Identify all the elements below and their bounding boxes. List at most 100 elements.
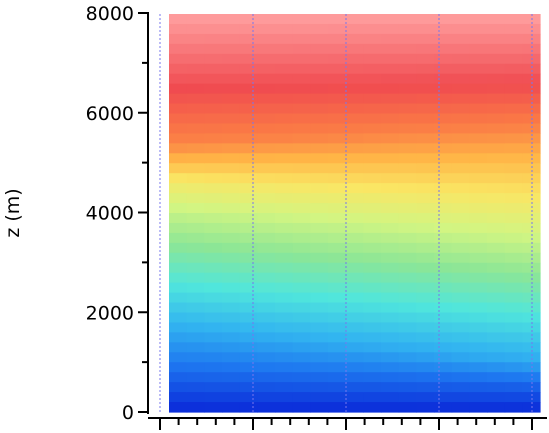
heatmap-cell [504, 173, 523, 184]
heatmap-cell [434, 93, 453, 105]
heatmap-cell [292, 33, 311, 45]
heatmap-cell [434, 163, 453, 174]
heatmap-cell [275, 103, 294, 115]
heatmap-cell [292, 352, 311, 363]
heatmap-cell [257, 43, 276, 55]
heatmap-cell [469, 23, 488, 35]
heatmap-cell [257, 392, 276, 403]
heatmap-cell [292, 23, 311, 35]
heatmap-cell [310, 292, 329, 304]
heatmap-cell [363, 282, 382, 294]
heatmap-cell [363, 123, 382, 134]
heatmap-cell [504, 193, 523, 204]
heatmap-cell [504, 163, 523, 174]
heatmap-cell [204, 282, 223, 294]
heatmap-cell [487, 312, 506, 324]
heatmap-cell [328, 213, 347, 224]
heatmap-cell [487, 43, 506, 55]
heatmap-cell [451, 133, 470, 144]
heatmap-cell [469, 372, 488, 383]
heatmap-cell [328, 83, 347, 95]
heatmap-cell [345, 173, 364, 184]
heatmap-cell [363, 222, 382, 234]
heatmap-cell [487, 372, 506, 383]
heatmap-cell [328, 372, 347, 383]
heatmap-cell [310, 103, 329, 115]
heatmap-cell [363, 203, 382, 214]
heatmap-cell [381, 143, 400, 154]
heatmap-cell [275, 232, 294, 244]
heatmap-cell [416, 272, 435, 284]
heatmap-cell [363, 83, 382, 95]
heatmap-cell [169, 113, 188, 125]
heatmap-cell [381, 53, 400, 65]
heatmap-cell [345, 342, 364, 353]
heatmap-cell [328, 113, 347, 125]
heatmap-cell [504, 272, 523, 284]
heatmap-cell [239, 203, 258, 214]
heatmap-cell [522, 183, 541, 194]
heatmap-cell [257, 143, 276, 154]
heatmap-cell [363, 262, 382, 274]
heatmap-cell [310, 33, 329, 45]
heatmap-cell [292, 163, 311, 174]
heatmap-cell [504, 123, 523, 134]
heatmap-cell [292, 262, 311, 274]
heatmap-cell [204, 292, 223, 304]
heatmap-cell [381, 232, 400, 244]
heatmap-cell [275, 73, 294, 85]
heatmap-cell [275, 322, 294, 333]
heatmap-cell [292, 292, 311, 304]
heatmap-cell [416, 232, 435, 244]
heatmap-cell [310, 63, 329, 75]
heatmap-cell [434, 382, 453, 393]
heatmap-cell [257, 242, 276, 254]
heatmap-cell [434, 173, 453, 184]
heatmap-cell [363, 213, 382, 224]
heatmap-cell [275, 372, 294, 383]
heatmap-cell [169, 292, 188, 304]
heatmap-cell [487, 332, 506, 343]
heatmap-cell [292, 103, 311, 115]
heatmap-cell [239, 222, 258, 234]
heatmap-cell [381, 213, 400, 224]
heatmap-cell [222, 322, 241, 333]
heatmap-cell [186, 282, 205, 294]
heatmap-cell [363, 322, 382, 333]
heatmap-cell [310, 23, 329, 35]
heatmap-cell [186, 362, 205, 373]
heatmap-cell [275, 93, 294, 105]
heatmap-cell [381, 33, 400, 45]
heatmap-cell [204, 242, 223, 254]
heatmap-cell [275, 53, 294, 65]
heatmap-cell [292, 402, 311, 413]
heatmap-cell [239, 352, 258, 363]
heatmap-cell [434, 123, 453, 134]
heatmap-cell [222, 402, 241, 413]
heatmap-cell [434, 133, 453, 144]
heatmap-cell [469, 242, 488, 254]
heatmap-cell [275, 262, 294, 274]
heatmap-cell [504, 63, 523, 75]
heatmap-cell [186, 53, 205, 65]
heatmap-cell [522, 123, 541, 134]
heatmap-cell [381, 193, 400, 204]
heatmap-cell [275, 83, 294, 95]
heatmap-cell [416, 103, 435, 115]
heatmap-cell [451, 43, 470, 55]
heatmap-cell [416, 23, 435, 35]
heatmap-cell [310, 302, 329, 314]
heatmap-cell [345, 252, 364, 264]
heatmap-cell [522, 252, 541, 264]
heatmap-cell [169, 332, 188, 343]
heatmap-cell [239, 173, 258, 184]
heatmap-cell [222, 272, 241, 284]
heatmap-cell [434, 193, 453, 204]
heatmap-cell [487, 63, 506, 75]
heatmap-cell [487, 282, 506, 294]
heatmap-cell [522, 352, 541, 363]
heatmap-cell [398, 282, 417, 294]
heatmap-cell [222, 203, 241, 214]
heatmap-cell [381, 322, 400, 333]
